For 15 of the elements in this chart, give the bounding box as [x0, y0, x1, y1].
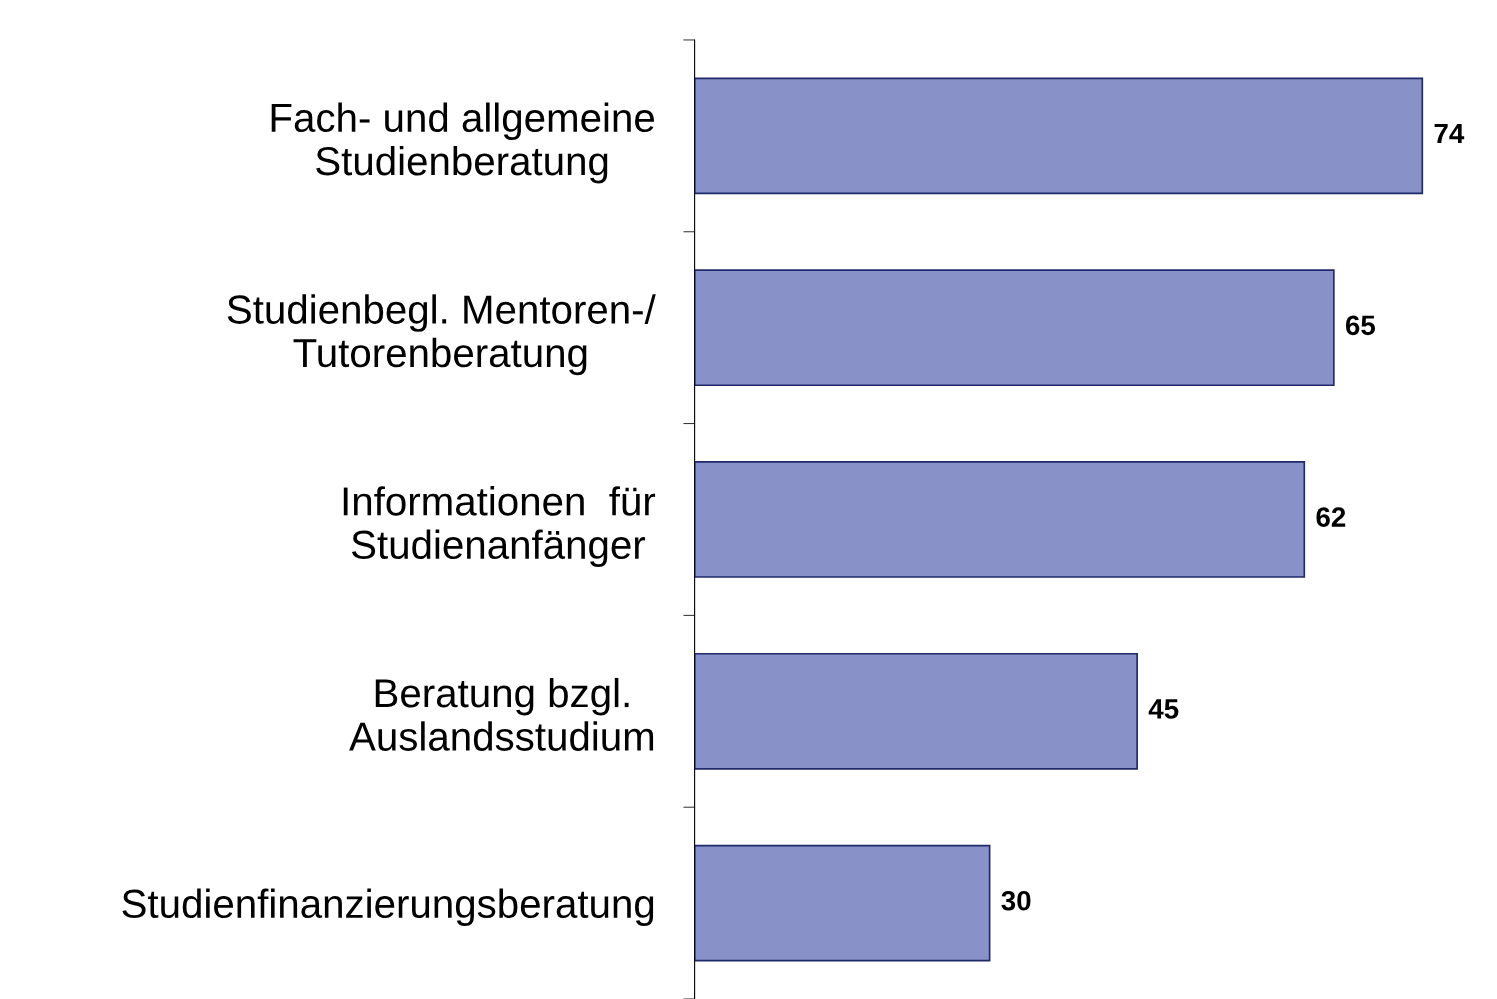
y-tick-label: Studienfinanzierungsberatung — [122, 888, 654, 927]
bar — [694, 461, 1306, 578]
bar — [694, 652, 1138, 770]
data-label: 45 — [1148, 699, 1179, 719]
data-label: 30 — [1001, 890, 1031, 911]
data-label: 74 — [1434, 123, 1465, 144]
bar — [694, 77, 1424, 195]
data-label: 65 — [1345, 315, 1376, 336]
bar — [694, 844, 991, 962]
y-tick-label: Informationen für Studienanfänger — [343, 486, 656, 568]
bar — [694, 269, 1335, 387]
y-tick-label: Beratung bzgl. Auslandsstudium — [349, 677, 654, 751]
y-tick-label: Studienbegl. Mentoren-/ Tutorenberatung — [227, 294, 656, 376]
data-label: 62 — [1316, 507, 1346, 527]
y-tick-label: Fach- und allgemeine Studienberatung — [271, 102, 654, 184]
